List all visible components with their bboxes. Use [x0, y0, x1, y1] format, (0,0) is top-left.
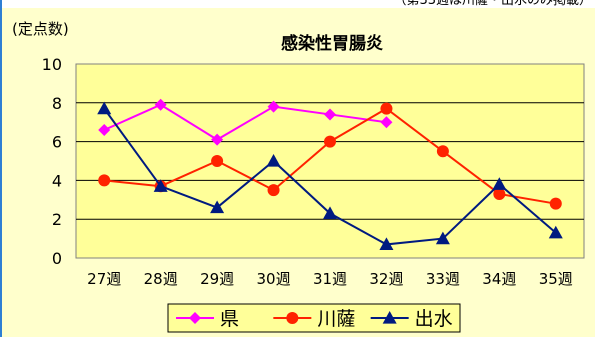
point-2-3 [266, 154, 281, 167]
point-2-2 [210, 200, 225, 214]
y-tick-label-10: 10 [42, 55, 62, 74]
legend-item-0: 県 [176, 308, 239, 330]
legend-marker-1 [286, 312, 299, 324]
y-tick-label-4: 4 [52, 171, 62, 190]
x-tick-label-7: 34週 [482, 270, 516, 288]
point-0-3 [267, 100, 280, 113]
point-2-0 [97, 101, 112, 115]
x-tick-label-3: 30週 [257, 270, 291, 288]
series-2 [97, 101, 563, 251]
point-1-8 [549, 197, 562, 210]
point-0-0 [98, 123, 111, 136]
y-tick-label-2: 2 [52, 210, 62, 229]
point-2-5 [379, 237, 394, 251]
point-1-5 [380, 102, 393, 115]
x-tick-label-4: 31週 [313, 270, 347, 288]
x-tick-label-0: 27週 [87, 270, 121, 288]
top-note: （第33週は川薩・出水のみ掲載） [393, 0, 592, 8]
legend-marker-0 [189, 312, 201, 324]
point-1-0 [98, 174, 111, 187]
x-tick-label-1: 28週 [144, 270, 178, 288]
point-2-1 [153, 179, 168, 192]
x-tick-label-2: 29週 [200, 270, 234, 288]
y-tick-label-8: 8 [52, 94, 62, 113]
legend-label-2: 出水 [415, 308, 453, 330]
legend-item-1: 川薩 [273, 308, 355, 330]
point-2-6 [435, 231, 450, 245]
x-tick-label-8: 35週 [539, 270, 573, 288]
x-axis-ticks: 27週 28週 29週 30週 31週 32週 33週 34週 35週 [87, 270, 573, 288]
point-0-4 [324, 108, 336, 121]
legend: 県 川薩 出水 [167, 303, 461, 333]
y-tick-label-0: 0 [52, 249, 62, 268]
legend-box [167, 303, 461, 333]
x-tick-label-5: 32週 [369, 270, 403, 288]
point-0-5 [380, 116, 393, 129]
point-2-8 [548, 225, 563, 239]
point-0-2 [211, 133, 224, 146]
plot-background [75, 63, 585, 259]
y-tick-label-6: 6 [52, 133, 62, 152]
point-0-1 [154, 98, 167, 111]
series-line-0 [103, 103, 387, 141]
legend-label-0: 県 [220, 308, 239, 330]
left-border-line [0, 0, 2, 337]
plot-area [75, 63, 585, 259]
point-2-7 [492, 177, 507, 190]
series-0 [98, 98, 393, 146]
chart-title: 感染性胃腸炎 [281, 33, 383, 54]
y-axis-label: (定点数) [12, 20, 69, 38]
legend-marker-2 [382, 311, 397, 324]
point-1-2 [211, 155, 224, 167]
series-layer [97, 98, 563, 251]
legend-item-2: 出水 [370, 308, 453, 330]
y-axis-ticks: 0 2 4 6 8 10 [42, 55, 62, 268]
point-1-7 [493, 187, 506, 200]
point-1-4 [324, 135, 336, 148]
legend-label-1: 川薩 [317, 308, 355, 330]
point-1-6 [436, 145, 449, 158]
point-1-3 [267, 184, 280, 197]
x-tick-label-6: 33週 [426, 270, 460, 288]
point-2-4 [323, 206, 337, 219]
